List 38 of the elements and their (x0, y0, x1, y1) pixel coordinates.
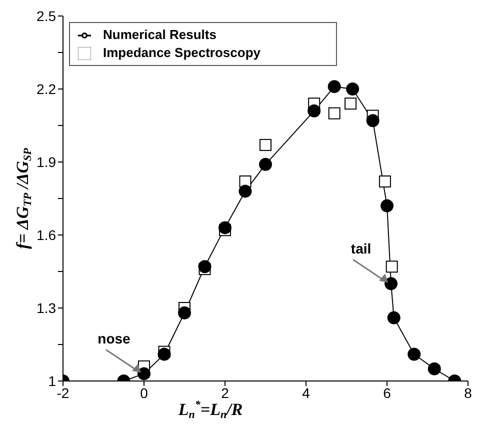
point (378, 175, 391, 188)
point (344, 98, 357, 110)
point (158, 348, 171, 361)
point (328, 80, 341, 94)
y-tick-label: 2.2 (36, 80, 56, 97)
point (380, 199, 394, 212)
legend-label: Numerical Results (103, 27, 216, 42)
point (328, 107, 340, 120)
x-tick-label: 0 (140, 384, 148, 401)
x-tick-label: -2 (56, 384, 70, 401)
point (178, 306, 191, 320)
point (387, 311, 400, 324)
point (408, 348, 421, 361)
x-axis-title: L$_{n}$$^{*}$=L$_{n}$/R (177, 399, 243, 422)
x-tick-label: 8 (464, 384, 472, 401)
point (366, 114, 380, 128)
point (198, 260, 212, 274)
y-tick-label: 2.5 (36, 8, 56, 24)
point (138, 367, 150, 380)
y-tick-label: 1 (48, 372, 56, 389)
x-tick-label: 2 (221, 384, 230, 401)
point (218, 221, 232, 234)
point (386, 260, 398, 273)
point (259, 158, 272, 171)
point (428, 362, 441, 376)
y-tick-label: 1.3 (36, 300, 56, 316)
point (346, 82, 360, 96)
point (260, 138, 272, 151)
annotation: tail (350, 240, 372, 257)
legend-label: Impedance Spectroscopy (103, 45, 260, 60)
x-tick-label: 4 (302, 384, 310, 401)
point (238, 184, 252, 198)
y-tick-label: 1.9 (36, 154, 56, 170)
point (384, 277, 398, 290)
x-tick-label: 6 (383, 384, 392, 401)
y-tick-label: 1.6 (36, 226, 56, 243)
annotation: nose (98, 330, 131, 347)
point (308, 104, 321, 118)
